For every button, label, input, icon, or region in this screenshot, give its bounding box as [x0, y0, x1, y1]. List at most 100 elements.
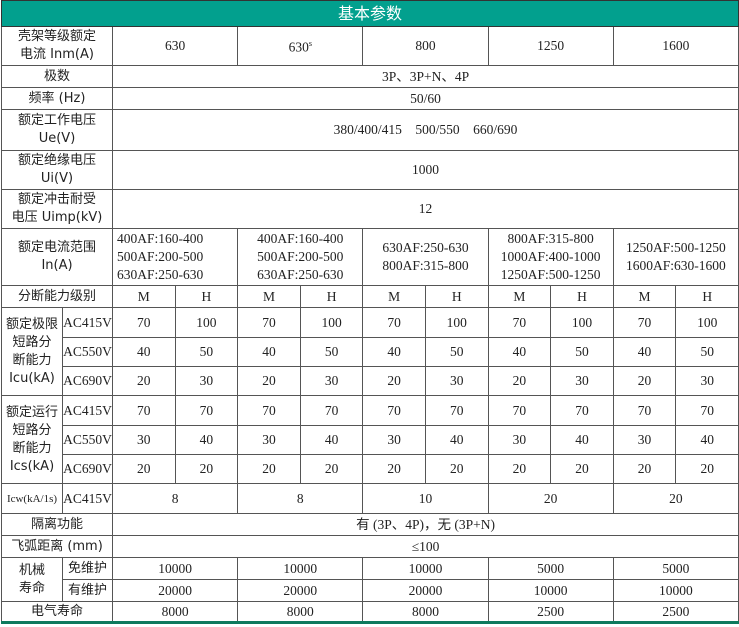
- icu-value: 20: [362, 366, 426, 396]
- ics-value: 20: [174, 454, 239, 484]
- elec-value: 8000: [237, 601, 364, 623]
- icu-value: 100: [299, 307, 364, 338]
- ics-value: 40: [299, 425, 364, 455]
- icw-value: 20: [487, 483, 614, 514]
- poles-label: 极数: [1, 65, 113, 88]
- icu-value: 40: [237, 337, 301, 367]
- ics-value: 70: [487, 395, 552, 426]
- ics-value: 70: [675, 395, 739, 426]
- ics-value: 70: [424, 395, 489, 426]
- grade-cell: M: [237, 285, 301, 308]
- icu-value: 30: [424, 366, 489, 396]
- frame-value: 630: [111, 26, 239, 66]
- ics-value: 30: [487, 425, 552, 455]
- icu-value: 30: [550, 366, 614, 396]
- current-range-value: 1250AF:500-1250 1600AF:630-1600: [612, 228, 739, 286]
- mech-value: 10000: [487, 579, 614, 602]
- ics-voltage: AC550V: [62, 425, 113, 455]
- grade-cell: M: [112, 285, 176, 308]
- ics-value: 40: [424, 425, 489, 455]
- ics-value: 20: [487, 454, 552, 484]
- icu-value: 20: [487, 366, 552, 396]
- ics-value: 30: [362, 425, 426, 455]
- mech-value: 20000: [111, 579, 239, 602]
- icu-value: 40: [612, 337, 677, 367]
- uimp-value: 12: [111, 189, 739, 229]
- mech-value: 10000: [612, 579, 739, 602]
- current-range-label: 额定电流范围 In(A): [1, 228, 113, 286]
- ics-voltage: AC690V: [62, 454, 113, 484]
- icu-voltage: AC690V: [62, 366, 113, 396]
- icu-value: 40: [362, 337, 426, 367]
- ics-value: 40: [675, 425, 739, 455]
- mech-label: 机械 寿命: [1, 557, 63, 602]
- icu-value: 70: [612, 307, 677, 338]
- icu-value: 30: [299, 366, 364, 396]
- ics-value: 20: [675, 454, 739, 484]
- grade-cell: H: [174, 285, 239, 308]
- frame-label: 壳架等级额定 电流 Inm(A): [1, 26, 113, 66]
- icu-value: 20: [612, 366, 677, 396]
- icw-value: 8: [237, 483, 364, 514]
- icw-voltage: AC415V: [62, 483, 113, 514]
- ics-value: 40: [550, 425, 614, 455]
- icu-value: 30: [174, 366, 239, 396]
- icu-value: 70: [362, 307, 426, 338]
- current-range-value: 800AF:315-800 1000AF:400-1000 1250AF:500…: [487, 228, 614, 286]
- current-range-value: 630AF:250-630 800AF:315-800: [362, 228, 489, 286]
- ics-value: 20: [424, 454, 489, 484]
- icu-value: 40: [487, 337, 552, 367]
- icu-value: 50: [174, 337, 239, 367]
- elec-value: 8000: [111, 601, 239, 623]
- grade-cell: M: [612, 285, 677, 308]
- elec-value: 2500: [487, 601, 614, 623]
- ics-value: 40: [174, 425, 239, 455]
- icu-value: 50: [424, 337, 489, 367]
- ue-label: 额定工作电压 Ue(V): [1, 109, 113, 151]
- table-title: 基本参数: [0, 0, 739, 27]
- icu-value: 50: [550, 337, 614, 367]
- mech-value: 5000: [612, 557, 739, 580]
- ics-value: 70: [299, 395, 364, 426]
- uimp-label: 额定冲击耐受 电压 Uimp(kV): [1, 189, 113, 229]
- elec-value: 2500: [612, 601, 739, 623]
- ics-value: 70: [112, 395, 176, 426]
- grade-cell: H: [550, 285, 614, 308]
- grade-cell: H: [424, 285, 489, 308]
- grade-cell: M: [362, 285, 426, 308]
- icu-value: 100: [550, 307, 614, 338]
- icu-value: 50: [299, 337, 364, 367]
- ics-value: 20: [237, 454, 301, 484]
- icu-value: 40: [112, 337, 176, 367]
- ics-value: 30: [237, 425, 301, 455]
- ics-value: 20: [612, 454, 677, 484]
- mech-sublabel: 免维护: [62, 557, 113, 580]
- ics-value: 30: [612, 425, 677, 455]
- icu-label: 额定极限 短路分 断能力 Icu(kA): [1, 307, 63, 396]
- ics-value: 70: [550, 395, 614, 426]
- icu-value: 100: [424, 307, 489, 338]
- mech-sublabel: 有维护: [62, 579, 113, 602]
- ics-value: 70: [362, 395, 426, 426]
- freq-value: 50/60: [111, 87, 739, 110]
- icu-value: 70: [112, 307, 176, 338]
- icu-value: 100: [174, 307, 239, 338]
- breaking-label: 分断能力级别: [1, 285, 113, 308]
- frame-value: 630s: [237, 26, 364, 66]
- elec-value: 8000: [362, 601, 489, 623]
- icw-value: 8: [111, 483, 239, 514]
- arc-label: 飞弧距离 (mm): [1, 535, 113, 558]
- icu-value: 70: [237, 307, 301, 338]
- mech-value: 10000: [111, 557, 239, 580]
- icu-value: 100: [675, 307, 739, 338]
- ics-value: 20: [362, 454, 426, 484]
- icu-value: 50: [675, 337, 739, 367]
- arc-value: ≤100: [111, 535, 739, 558]
- freq-label: 频率 (Hz): [1, 87, 113, 110]
- icu-value: 70: [487, 307, 552, 338]
- frame-value: 1600: [612, 26, 739, 66]
- current-range-value: 400AF:160-400 500AF:200-500 630AF:250-63…: [237, 228, 364, 286]
- mech-value: 20000: [237, 579, 364, 602]
- ics-value: 20: [299, 454, 364, 484]
